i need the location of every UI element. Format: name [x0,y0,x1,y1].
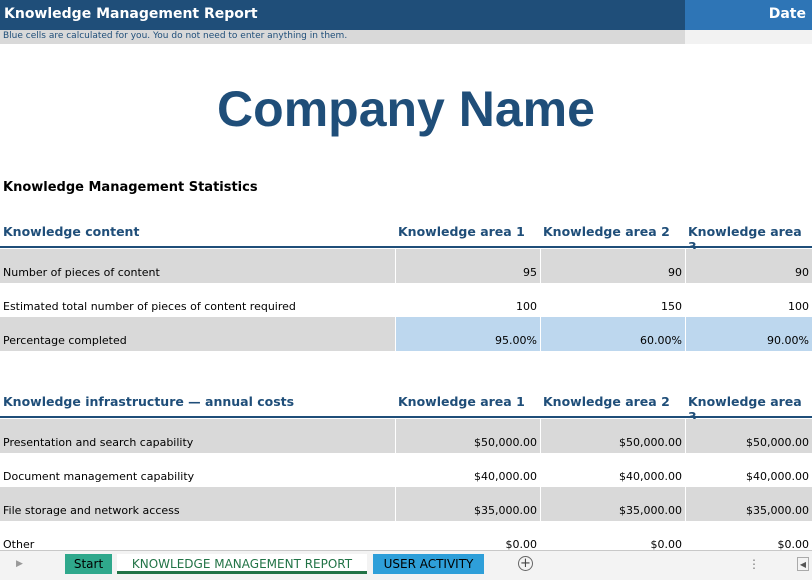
infra-area-3-header[interactable]: Knowledge area 3 [688,394,802,424]
row-label: File storage and network access [3,504,180,517]
calculated-cell[interactable]: 60.00% [540,317,685,351]
row-label: Document management capability [3,470,195,483]
input-cell[interactable]: $50,000.00 [540,419,685,453]
cell-value: $35,000.00 [619,504,682,517]
cell-value: $50,000.00 [746,436,809,449]
infrastructure-section-header: Knowledge infrastructure — annual costs … [0,386,812,424]
input-cell[interactable]: $40,000.00 [395,453,540,487]
input-cell[interactable]: 100 [395,283,540,317]
date-value-cell[interactable] [685,30,812,44]
input-cell[interactable]: $50,000.00 [685,419,812,453]
content-section-label[interactable]: Knowledge content [3,224,140,239]
infrastructure-section-label[interactable]: Knowledge infrastructure — annual costs [3,394,295,409]
input-cell[interactable]: $0.00 [685,521,812,555]
tab-knowledge-management-report[interactable]: KNOWLEDGE MANAGEMENT REPORT [117,554,367,574]
report-title[interactable]: Knowledge Management Report [4,6,258,22]
content-area-1-header[interactable]: Knowledge area 1 [398,224,525,239]
calculated-cell[interactable]: 90.00% [685,317,812,351]
table-row: Estimated total number of pieces of cont… [0,283,812,317]
content-area-2-header[interactable]: Knowledge area 2 [543,224,670,239]
cell-value: $35,000.00 [474,504,537,517]
statistics-title[interactable]: Knowledge Management Statistics [3,180,258,195]
note-row[interactable]: Blue cells are calculated for you. You d… [0,30,685,44]
input-cell[interactable]: 90 [685,249,812,283]
more-options-icon[interactable]: ⋮ [748,557,761,571]
input-cell[interactable]: 150 [540,283,685,317]
cell-value: $40,000.00 [474,470,537,483]
date-header-cell[interactable]: Date [685,0,812,30]
input-cell[interactable]: $0.00 [540,521,685,555]
cell-value: $50,000.00 [474,436,537,449]
input-cell[interactable]: $35,000.00 [395,487,540,521]
horizontal-scroll-left-icon[interactable]: ◀ [797,557,809,571]
input-cell[interactable]: 90 [540,249,685,283]
input-cell[interactable]: 100 [685,283,812,317]
table-row: Document management capability $40,000.0… [0,453,812,487]
input-cell[interactable]: $35,000.00 [685,487,812,521]
cell-value: 60.00% [640,334,682,347]
cell-value: 90.00% [767,334,809,347]
input-cell[interactable]: $50,000.00 [395,419,540,453]
cell-value: $0.00 [650,538,683,551]
cell-value: $50,000.00 [619,436,682,449]
row-label: Number of pieces of content [3,266,160,279]
cell-value: $0.00 [777,538,810,551]
row-label: Other [3,538,35,551]
content-section-header: Knowledge content Knowledge area 1 Knowl… [0,216,812,254]
infra-area-1-header[interactable]: Knowledge area 1 [398,394,525,409]
cell-value: $40,000.00 [746,470,809,483]
tab-user-activity[interactable]: USER ACTIVITY [373,554,484,574]
cell-value: $35,000.00 [746,504,809,517]
cell-value: 90 [668,266,682,279]
row-label: Percentage completed [3,334,127,347]
row-label: Presentation and search capability [3,436,194,449]
input-cell[interactable]: 95 [395,249,540,283]
table-row: Percentage completed 95.00% 60.00% 90.00… [0,317,812,351]
report-header: Knowledge Management Report Date [0,0,812,30]
content-area-3-header[interactable]: Knowledge area 3 [688,224,802,254]
cell-value: 95 [523,266,537,279]
calculated-cells-note: Blue cells are calculated for you. You d… [3,31,348,41]
input-cell[interactable]: $0.00 [395,521,540,555]
table-row: Presentation and search capability $50,0… [0,419,812,453]
cell-value: 150 [661,300,682,313]
cell-value: 100 [516,300,537,313]
cell-value: 90 [795,266,809,279]
tab-start[interactable]: Start [65,554,112,574]
table-row: Other $0.00 $0.00 $0.00 [0,521,812,555]
row-label: Estimated total number of pieces of cont… [3,300,296,313]
cell-value: 100 [788,300,809,313]
table-row: Number of pieces of content 95 90 90 [0,249,812,283]
calculated-cell[interactable]: 95.00% [395,317,540,351]
infra-area-2-header[interactable]: Knowledge area 2 [543,394,670,409]
input-cell[interactable]: $35,000.00 [540,487,685,521]
cell-value: $40,000.00 [619,470,682,483]
cell-value: 95.00% [495,334,537,347]
add-sheet-icon[interactable]: + [518,556,533,571]
input-cell[interactable]: $40,000.00 [540,453,685,487]
scroll-tabs-left-icon[interactable]: ▶ [16,559,23,569]
cell-value: $0.00 [505,538,538,551]
sheet-tab-bar: ▶ Start KNOWLEDGE MANAGEMENT REPORT USER… [0,550,812,580]
date-label: Date [768,6,806,22]
company-name[interactable]: Company Name [217,81,595,137]
input-cell[interactable]: $40,000.00 [685,453,812,487]
table-row: File storage and network access $35,000.… [0,487,812,521]
